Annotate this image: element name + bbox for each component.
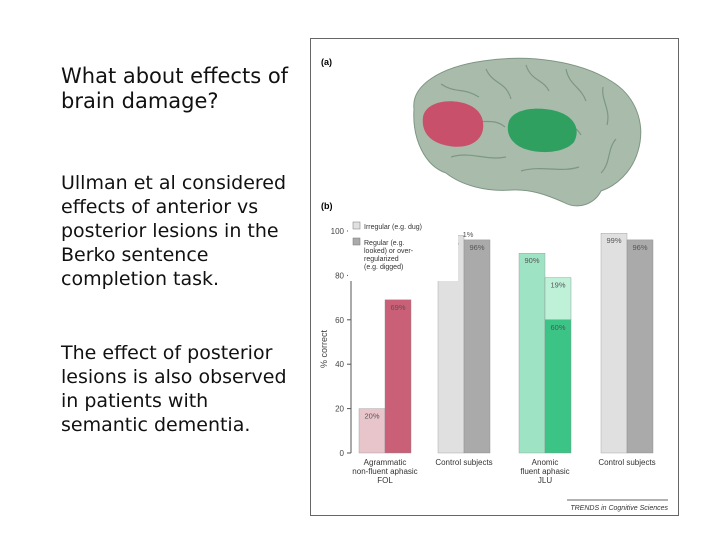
x-category-label: FOL [377, 476, 393, 485]
bar-regular [626, 239, 654, 454]
x-category-label: fluent aphasic [520, 467, 569, 476]
y-tick-label: 40 [335, 360, 344, 369]
legend-entry-regular: Regular (e.g. looked) or over-regularized… [364, 240, 414, 271]
bar-value-label: 99% [606, 236, 621, 245]
bar-value-label: 96% [469, 243, 484, 252]
y-tick-label: 80 [335, 271, 344, 280]
bar-regular [384, 299, 412, 454]
bar-overregularized [544, 277, 572, 320]
panel-a-label: (a) [321, 57, 332, 67]
y-tick-label: 60 [335, 316, 344, 325]
x-category-label: Agrammatic [364, 458, 407, 467]
legend-swatch-regular [352, 237, 361, 246]
bar-value-label: 20% [364, 412, 379, 421]
legend-background [348, 215, 458, 281]
bar-value-label: 69% [390, 303, 405, 312]
legend-entry-irregular: Irregular (e.g. dug) [364, 224, 422, 231]
x-category-label: JLU [538, 476, 552, 485]
bar-irregular [358, 408, 386, 454]
x-category-label: Control subjects [435, 458, 492, 467]
bar-irregular [600, 233, 628, 454]
paragraph-anterior-posterior: Ullman et al considered effects of anter… [61, 172, 287, 290]
bar-value-label: 96% [632, 243, 647, 252]
panel-b-label: (b) [321, 201, 333, 211]
brain-sulci [440, 64, 617, 174]
figure-credit: TRENDS in Cognitive Sciences [570, 505, 668, 512]
chart-legend: Irregular (e.g. dug) Regular (e.g. looked… [348, 215, 458, 281]
bar-regular [463, 239, 491, 454]
bar-value-label: 90% [524, 256, 539, 265]
paragraph-semantic-dementia: The effect of posterior lesions is also … [61, 342, 287, 436]
bar-value-label: 1% [463, 230, 474, 239]
y-axis-ticks: 0 20 40 60 80 100 [331, 227, 351, 458]
slide-title: What about effects of brain damage? [61, 64, 289, 113]
x-category-label: non-fluent aphasic [352, 467, 417, 476]
bar-value-label: 19% [550, 281, 565, 290]
y-tick-label: 20 [335, 405, 344, 414]
y-tick-label: 0 [340, 449, 345, 458]
posterior-lesion-region [507, 108, 577, 153]
x-category-label: Anomic [532, 458, 559, 467]
anterior-lesion-region [422, 101, 484, 147]
bar-value-label: 60% [550, 323, 565, 332]
chart-bars [358, 233, 654, 454]
y-axis-label: % correct [319, 330, 329, 369]
y-tick-label: 100 [331, 227, 345, 236]
bar-regular [544, 319, 572, 454]
bar-irregular [518, 252, 546, 454]
brain-illustration [413, 57, 642, 207]
x-category-label: Control subjects [598, 458, 655, 467]
legend-swatch-irregular [352, 221, 361, 230]
